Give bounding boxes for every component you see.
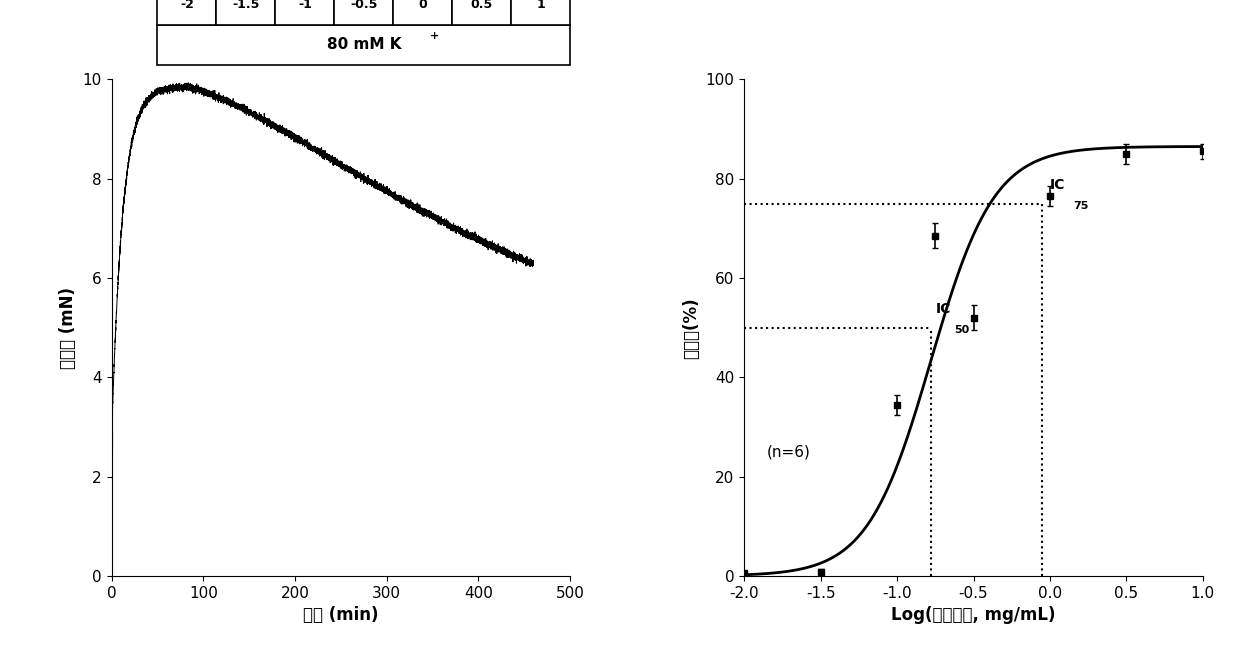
FancyBboxPatch shape <box>335 0 393 24</box>
X-axis label: Log(双醋瑞因, mg/mL): Log(双醋瑞因, mg/mL) <box>892 606 1055 624</box>
FancyBboxPatch shape <box>453 0 511 24</box>
Text: 75: 75 <box>1074 201 1089 211</box>
Text: +: + <box>430 30 439 41</box>
Text: IC: IC <box>1050 177 1065 192</box>
FancyBboxPatch shape <box>157 24 570 64</box>
Text: -1: -1 <box>298 0 311 11</box>
Y-axis label: 收缩力 (mN): 收缩力 (mN) <box>60 287 77 369</box>
Text: -0.5: -0.5 <box>350 0 377 11</box>
FancyBboxPatch shape <box>157 0 217 24</box>
Text: B: B <box>684 0 711 3</box>
Text: A: A <box>52 0 78 3</box>
Text: 50: 50 <box>955 324 970 335</box>
Text: (n=6): (n=6) <box>768 444 811 459</box>
Y-axis label: 舒张値(%): 舒张値(%) <box>682 297 701 359</box>
FancyBboxPatch shape <box>217 0 275 24</box>
FancyBboxPatch shape <box>393 0 453 24</box>
FancyBboxPatch shape <box>275 0 335 24</box>
Text: -1.5: -1.5 <box>232 0 259 11</box>
FancyBboxPatch shape <box>511 0 570 24</box>
X-axis label: 时间 (min): 时间 (min) <box>303 606 378 624</box>
Text: 1: 1 <box>536 0 546 11</box>
Text: -2: -2 <box>180 0 193 11</box>
Text: 0: 0 <box>418 0 427 11</box>
Text: 80 mM K: 80 mM K <box>326 37 401 52</box>
Text: IC: IC <box>935 302 951 316</box>
Text: 0.5: 0.5 <box>470 0 492 11</box>
